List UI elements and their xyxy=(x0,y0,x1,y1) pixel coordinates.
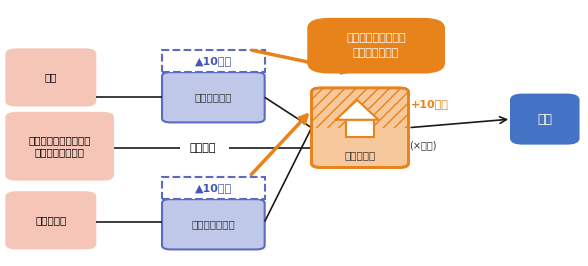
Bar xyxy=(162,50,265,72)
Text: ▲10万円: ▲10万円 xyxy=(195,183,232,193)
Text: +10万円: +10万円 xyxy=(412,99,449,109)
FancyBboxPatch shape xyxy=(162,72,265,122)
Text: 公的年金等控除: 公的年金等控除 xyxy=(192,219,235,229)
Bar xyxy=(312,88,409,128)
Text: 給与所得控除: 給与所得控除 xyxy=(195,92,232,102)
Text: (×税率): (×税率) xyxy=(409,140,437,150)
Text: 給与: 給与 xyxy=(45,72,57,82)
Text: ▲10万円: ▲10万円 xyxy=(195,56,232,66)
FancyBboxPatch shape xyxy=(5,48,96,107)
Text: 基礎控除等: 基礎控除等 xyxy=(345,151,376,160)
FancyBboxPatch shape xyxy=(162,199,265,250)
Polygon shape xyxy=(336,100,379,120)
Bar xyxy=(162,177,265,199)
FancyBboxPatch shape xyxy=(5,112,114,181)
Text: 公的年金等: 公的年金等 xyxy=(35,215,66,225)
FancyBboxPatch shape xyxy=(5,191,96,250)
Text: 給与所得控除等から
基礎控除へ振替: 給与所得控除等から 基礎控除へ振替 xyxy=(346,33,406,59)
FancyBboxPatch shape xyxy=(309,19,443,72)
Text: フリーランス、請負、
起業等による収入: フリーランス、請負、 起業等による収入 xyxy=(28,135,91,157)
Text: 税額: 税額 xyxy=(537,113,552,126)
Bar xyxy=(346,120,373,137)
FancyBboxPatch shape xyxy=(511,95,579,144)
FancyBboxPatch shape xyxy=(312,88,409,167)
Text: 必要経費: 必要経費 xyxy=(190,143,216,153)
